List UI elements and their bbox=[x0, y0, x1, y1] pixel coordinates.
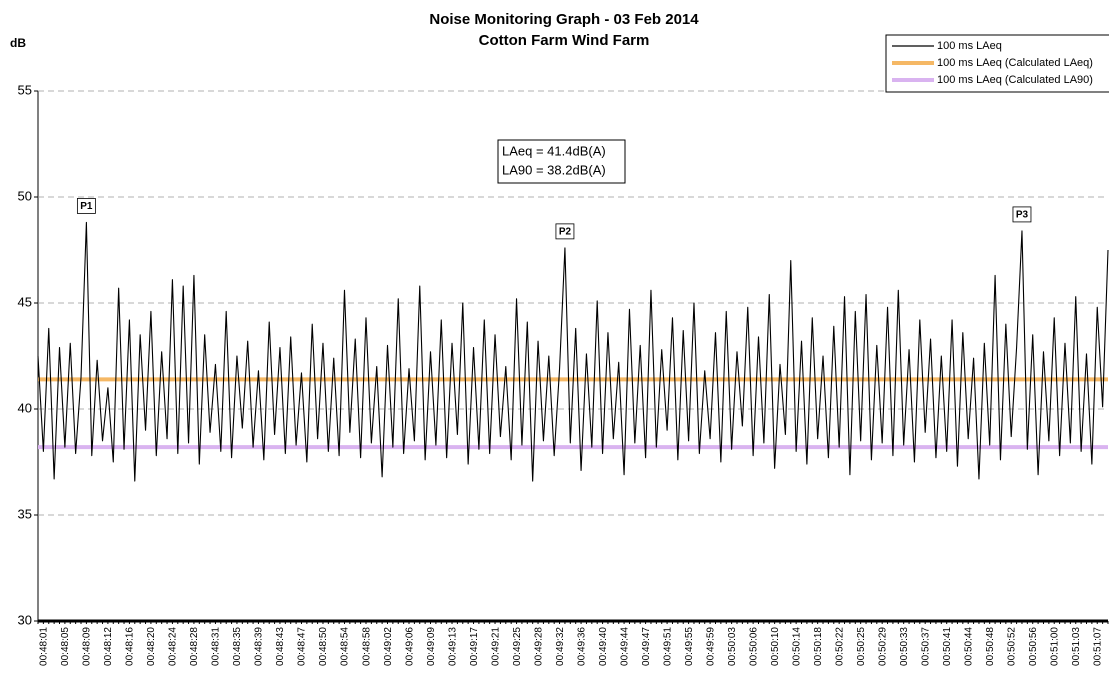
y-tick-label: 45 bbox=[18, 294, 32, 309]
x-tick-label: 00:50:03 bbox=[727, 627, 738, 666]
x-tick-label: 00:50:37 bbox=[920, 627, 931, 666]
x-tick-label: 00:51:03 bbox=[1071, 627, 1082, 666]
x-tick-label: 00:48:39 bbox=[254, 627, 265, 666]
x-tick-label: 00:48:12 bbox=[103, 627, 114, 666]
x-tick-label: 00:49:02 bbox=[383, 627, 394, 666]
peak-label: P2 bbox=[559, 227, 572, 238]
x-tick-label: 00:50:33 bbox=[899, 627, 910, 666]
x-tick-label: 00:48:50 bbox=[318, 627, 329, 666]
legend-label: 100 ms LAeq bbox=[937, 40, 1002, 52]
x-tick-label: 00:50:25 bbox=[856, 627, 867, 666]
x-tick-label: 00:48:54 bbox=[340, 627, 351, 666]
annotation-text: LAeq = 41.4dB(A) bbox=[502, 143, 606, 158]
x-tick-label: 00:48:24 bbox=[168, 627, 179, 666]
x-tick-label: 00:48:09 bbox=[82, 627, 93, 666]
annotation-frame bbox=[497, 139, 626, 184]
x-tick-label: 00:49:51 bbox=[662, 627, 673, 666]
annotation-box: LAeq = 41.4dB(A) LA90 = 38.2dB(A) bbox=[497, 139, 626, 184]
x-tick-label: 00:48:35 bbox=[232, 627, 243, 666]
x-tick-label: 00:49:13 bbox=[447, 627, 458, 666]
plot-area: P1 P2 P3 bbox=[37, 198, 1109, 482]
x-tick-label: 00:49:06 bbox=[404, 627, 415, 666]
y-tick-label: 50 bbox=[18, 188, 32, 203]
x-tick-label: 00:49:36 bbox=[576, 627, 587, 666]
x-tick-label: 00:48:20 bbox=[146, 627, 157, 666]
x-tick-label: 00:49:55 bbox=[684, 627, 695, 666]
x-tick-label: 00:49:25 bbox=[512, 627, 523, 666]
x-tick-label: 00:50:22 bbox=[834, 627, 845, 666]
y-tick-label: 30 bbox=[18, 612, 32, 627]
x-tick-label: 00:51:07 bbox=[1093, 627, 1104, 666]
x-tick-label: 00:48:47 bbox=[297, 627, 308, 666]
legend: 100 ms LAeq 100 ms LAeq (Calculated LAeq)… bbox=[885, 34, 1109, 93]
x-tick-label: 00:49:32 bbox=[555, 627, 566, 666]
legend-label: 100 ms LAeq (Calculated LAeq) bbox=[937, 57, 1093, 69]
x-tick-label: 00:49:09 bbox=[426, 627, 437, 666]
x-tick-label: 00:50:29 bbox=[877, 627, 888, 666]
x-tick-label: 00:50:52 bbox=[1006, 627, 1017, 666]
y-tick-label: 35 bbox=[18, 506, 32, 521]
x-tick-label: 00:50:14 bbox=[791, 627, 802, 666]
x-tick-label: 00:50:41 bbox=[942, 627, 953, 666]
annotation-text: LA90 = 38.2dB(A) bbox=[502, 162, 606, 177]
x-tick-label: 00:48:28 bbox=[189, 627, 200, 666]
legend-label: 100 ms LAeq (Calculated LA90) bbox=[937, 74, 1093, 86]
y-tick-label: 55 bbox=[18, 82, 32, 97]
x-tick-label: 00:48:05 bbox=[60, 627, 71, 666]
peak-box bbox=[76, 198, 96, 214]
y-tick-label: 40 bbox=[18, 400, 32, 415]
peak-box bbox=[1012, 206, 1032, 223]
chart-title: Noise Monitoring Graph - 03 Feb 2014 bbox=[429, 11, 699, 28]
x-tick-label: 00:49:21 bbox=[490, 627, 501, 666]
data-line bbox=[37, 221, 1109, 482]
peak-label: P1 bbox=[80, 201, 93, 212]
x-tick-label: 00:49:44 bbox=[619, 627, 630, 666]
chart-subtitle: Cotton Farm Wind Farm bbox=[479, 32, 650, 49]
peak-label: P3 bbox=[1016, 210, 1029, 221]
x-tick-label: 00:50:48 bbox=[985, 627, 996, 666]
x-tick-label: 00:48:01 bbox=[39, 627, 50, 666]
x-tick-label: 00:49:59 bbox=[705, 627, 716, 666]
peak-box bbox=[555, 223, 575, 240]
x-tick-label: 00:48:43 bbox=[275, 627, 286, 666]
x-tick-label: 00:50:06 bbox=[748, 627, 759, 666]
x-tick-label: 00:49:40 bbox=[598, 627, 609, 666]
x-tick-label: 00:48:58 bbox=[361, 627, 372, 666]
x-tick-label: 00:49:17 bbox=[469, 627, 480, 666]
y-axis-label: dB bbox=[10, 36, 26, 50]
x-tick-label: 00:50:56 bbox=[1028, 627, 1039, 666]
x-tick-label: 00:50:10 bbox=[770, 627, 781, 666]
x-tick-label: 00:49:47 bbox=[641, 627, 652, 666]
grid: 30 35 40 45 50 55 00:48:01 00:48:05 00:48:09 00:4… bbox=[18, 82, 1109, 666]
x-tick-label: 00:51:00 bbox=[1049, 627, 1060, 666]
x-tick-label: 00:49:28 bbox=[533, 627, 544, 666]
x-tick-label: 00:50:18 bbox=[813, 627, 824, 666]
x-tick-label: 00:48:16 bbox=[125, 627, 136, 666]
x-tick-label: 00:50:44 bbox=[963, 627, 974, 666]
x-tick-label: 00:48:31 bbox=[211, 627, 222, 666]
